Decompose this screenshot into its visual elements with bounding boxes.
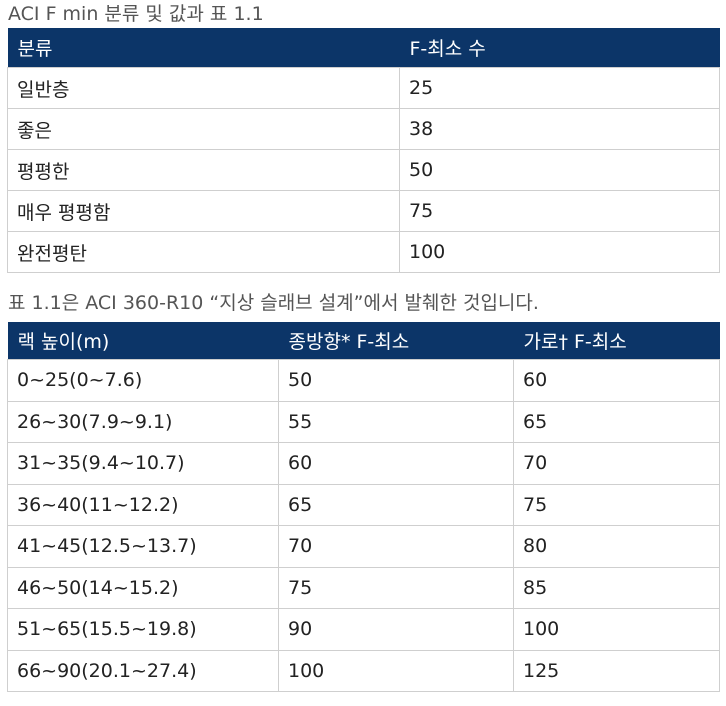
table-cell: 70 (278, 525, 514, 568)
table-cell: 100 (513, 608, 720, 651)
table-cell: 75 (399, 190, 720, 232)
table-cell: 0~25(0~7.6) (7, 359, 279, 402)
table1-caption: ACI F min 분류 및 값과 표 1.1 (8, 3, 264, 25)
table-cell: 65 (278, 483, 514, 526)
table-row: 36~40(11~12.2) 65 75 (7, 483, 720, 526)
table-cell: 100 (399, 231, 720, 273)
column-header-rack-height: 랙 높이(m) (7, 322, 279, 360)
table-cell: 55 (278, 400, 514, 443)
table-cell: 75 (278, 566, 514, 609)
table-row: 좋은 38 (7, 108, 720, 150)
table-row: 31~35(9.4~10.7) 60 70 (7, 442, 720, 485)
table-row: 41~45(12.5~13.7) 70 80 (7, 525, 720, 568)
table-row: 완전평탄 100 (7, 231, 720, 273)
table2-caption: 표 1.1은 ACI 360-R10 “지상 슬래브 설계”에서 발췌한 것입니… (8, 292, 539, 314)
table-cell: 평평한 (7, 149, 400, 191)
table-cell: 38 (399, 108, 720, 150)
table-cell: 85 (513, 566, 720, 609)
table-cell: 125 (513, 649, 720, 692)
table-cell: 25 (399, 67, 720, 109)
table-cell: 90 (278, 608, 514, 651)
table-cell: 26~30(7.9~9.1) (7, 400, 279, 443)
table-row: 51~65(15.5~19.8) 90 100 (7, 608, 720, 651)
table-cell: 좋은 (7, 108, 400, 150)
table-cell: 66~90(20.1~27.4) (7, 649, 279, 692)
table-cell: 70 (513, 442, 720, 485)
table-cell: 60 (513, 359, 720, 402)
table-row: 66~90(20.1~27.4) 100 125 (7, 649, 720, 692)
table-header-row: 랙 높이(m) 종방향* F-최소 가로† F-최소 (7, 322, 720, 360)
table-row: 평평한 50 (7, 149, 720, 191)
table-cell: 65 (513, 400, 720, 443)
table-row: 26~30(7.9~9.1) 55 65 (7, 400, 720, 443)
table-cell: 50 (399, 149, 720, 191)
table-cell: 80 (513, 525, 720, 568)
table-cell: 51~65(15.5~19.8) (7, 608, 279, 651)
column-header-f-min-number: F-최소 수 (399, 28, 720, 68)
table-cell: 매우 평평함 (7, 190, 400, 232)
table-cell: 31~35(9.4~10.7) (7, 442, 279, 485)
column-header-transverse-f-min: 가로† F-최소 (513, 322, 720, 360)
table-cell: 일반층 (7, 67, 400, 109)
table-cell: 41~45(12.5~13.7) (7, 525, 279, 568)
table-cell: 완전평탄 (7, 231, 400, 273)
column-header-longitudinal-f-min: 종방향* F-최소 (278, 322, 514, 360)
table-row: 일반층 25 (7, 67, 720, 109)
table-cell: 36~40(11~12.2) (7, 483, 279, 526)
table-cell: 46~50(14~15.2) (7, 566, 279, 609)
table-header-row: 분류 F-최소 수 (7, 28, 720, 68)
table-row: 0~25(0~7.6) 50 60 (7, 359, 720, 402)
table-cell: 50 (278, 359, 514, 402)
table-row: 매우 평평함 75 (7, 190, 720, 232)
column-header-classification: 분류 (7, 28, 400, 68)
table-row: 46~50(14~15.2) 75 85 (7, 566, 720, 609)
classification-table: 분류 F-최소 수 일반층 25 좋은 38 평평한 50 매우 평평함 75 … (7, 28, 720, 273)
rack-height-table: 랙 높이(m) 종방향* F-최소 가로† F-최소 0~25(0~7.6) 5… (7, 322, 720, 692)
table-cell: 60 (278, 442, 514, 485)
table-cell: 100 (278, 649, 514, 692)
table-cell: 75 (513, 483, 720, 526)
